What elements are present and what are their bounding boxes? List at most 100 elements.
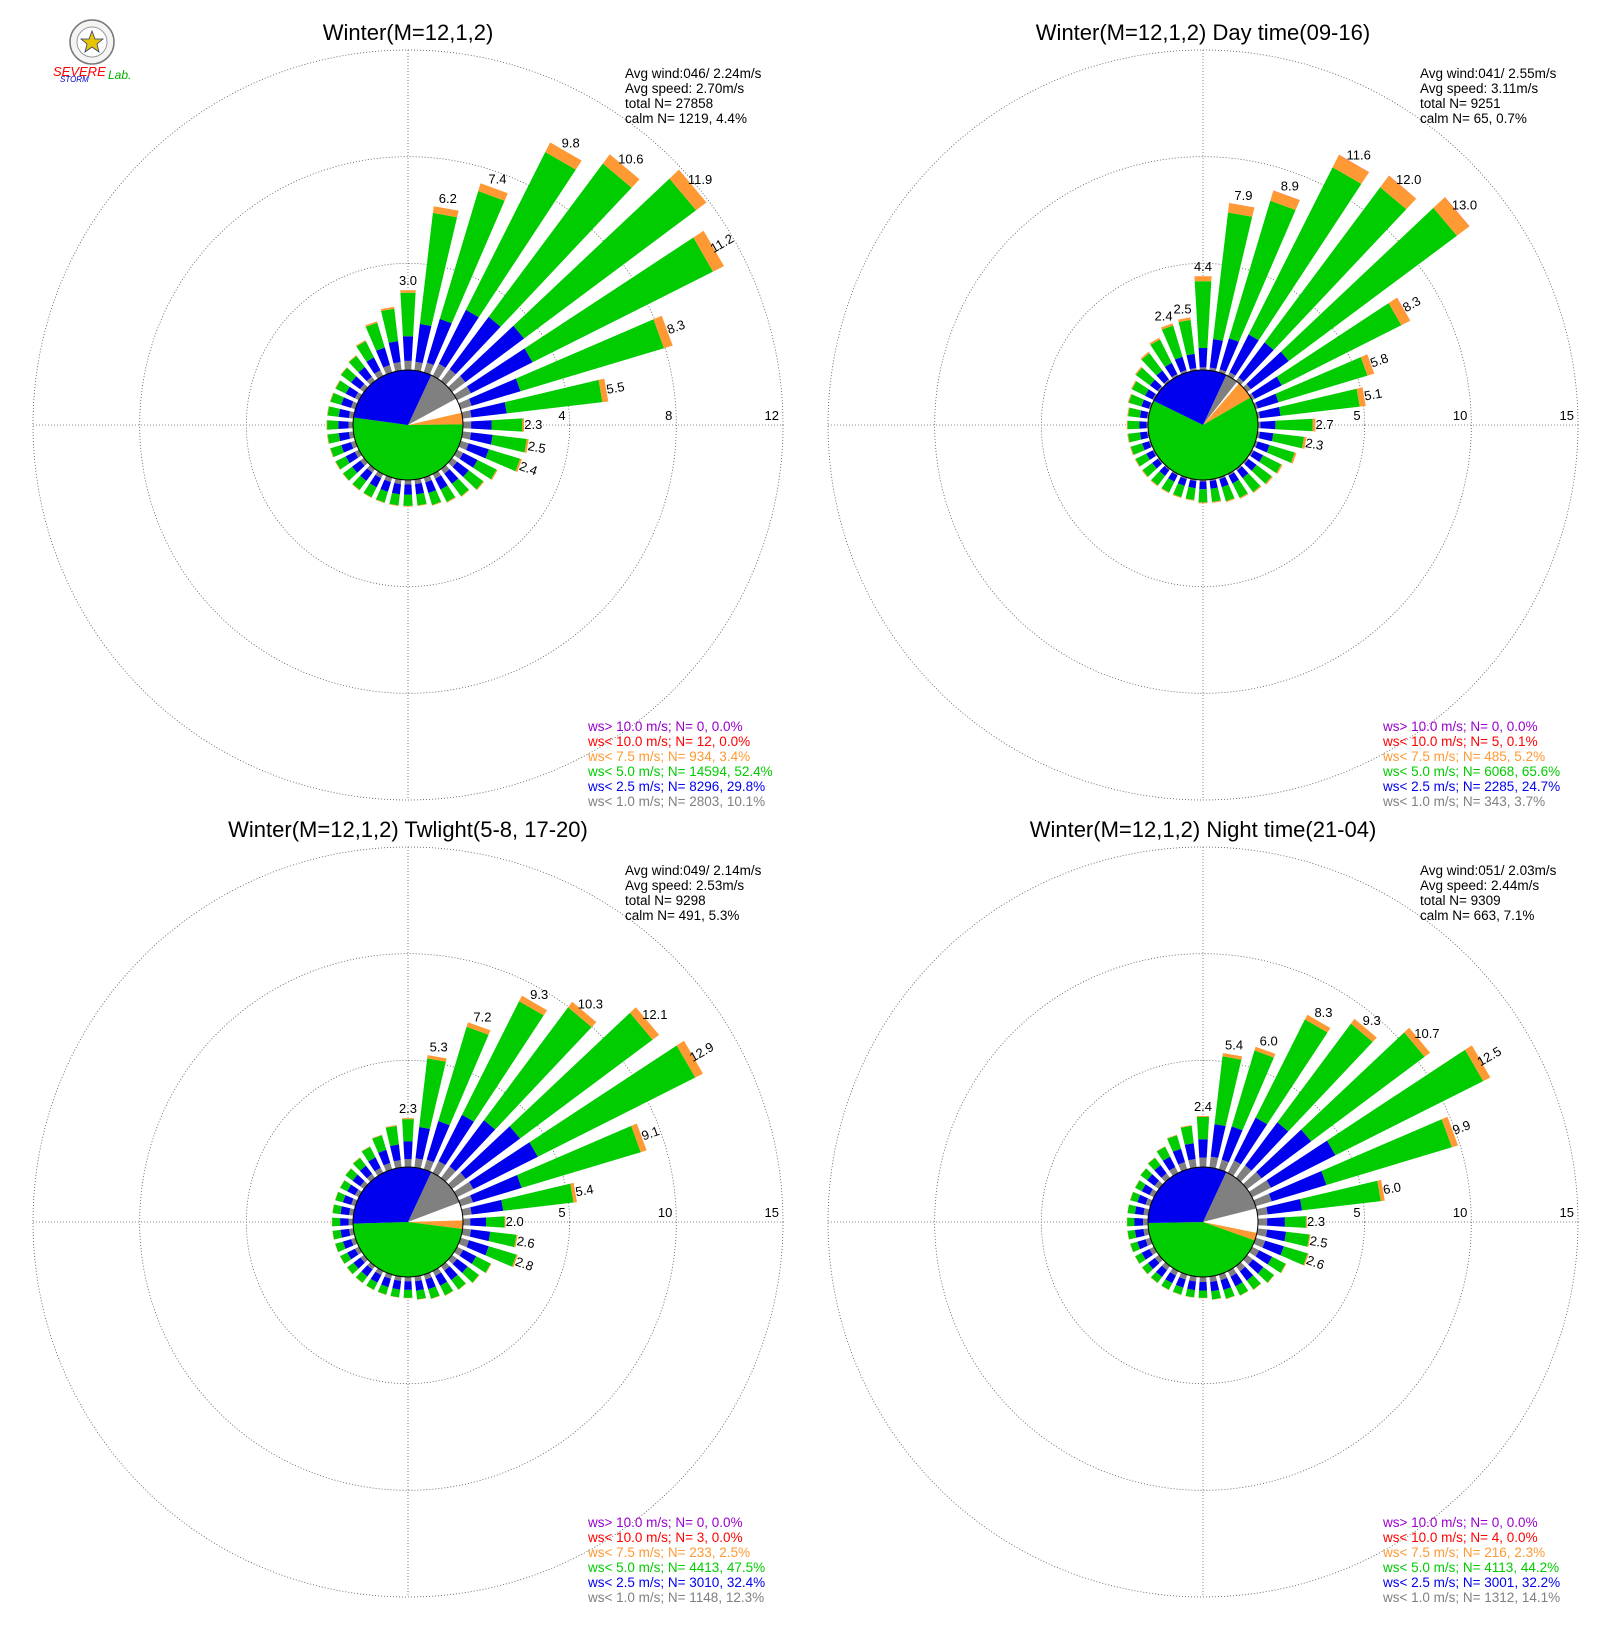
bar-segment: [1327, 1049, 1484, 1156]
direction-bar-60: 11.2: [454, 231, 736, 401]
bar-segment: [1304, 1014, 1331, 1033]
bar-segment: [1174, 356, 1187, 373]
bar-segment: [469, 378, 521, 406]
bar-value-label: 9.8: [562, 135, 580, 150]
direction-bar-340: [365, 321, 393, 375]
speed-class-pie: [1147, 369, 1259, 481]
bar-segment: [340, 1228, 351, 1238]
bar-segment: [1127, 1230, 1137, 1240]
bar-segment: [1248, 1259, 1264, 1274]
bar-segment: [361, 1265, 373, 1277]
bar-value-label: 5.4: [574, 1181, 594, 1199]
bar-value-label: 7.2: [473, 1010, 491, 1025]
bar-value-label: 2.0: [506, 1214, 524, 1229]
logo-text-lab: Lab.: [108, 68, 131, 82]
bar-segment: [347, 1184, 359, 1196]
bar-segment: [354, 449, 362, 458]
bar-segment: [448, 1172, 466, 1190]
bar-segment: [1145, 389, 1156, 400]
bar-segment: [1141, 399, 1152, 409]
direction-bar-220: [355, 1262, 376, 1284]
bar-segment: [466, 1022, 491, 1035]
bar-segment: [463, 470, 484, 490]
bar-segment: [415, 1280, 424, 1291]
bar-segment: [1209, 480, 1218, 489]
bar-segment: [1264, 187, 1407, 350]
direction-bar-240: [1134, 449, 1157, 467]
bar-segment: [1142, 463, 1157, 477]
bar-segment: [570, 1182, 577, 1203]
bar-segment: [1223, 1287, 1235, 1299]
bar-segment: [602, 154, 640, 188]
bar-segment: [1211, 1290, 1221, 1300]
bar-segment: [1127, 433, 1130, 443]
bar-segment: [1126, 420, 1128, 430]
bar-segment: [400, 292, 416, 337]
bar-segment: [1253, 402, 1258, 410]
bar-segment: [1155, 1265, 1168, 1277]
bar-segment: [1235, 1165, 1252, 1182]
bar-segment: [1367, 354, 1375, 374]
stat-line: calm N= 491, 5.3%: [625, 908, 739, 923]
bar-segment: [326, 420, 328, 430]
bar-segment: [335, 456, 350, 470]
bar-segment: [466, 443, 489, 459]
direction-bar-320: [352, 1157, 376, 1182]
pie-orange: [408, 1220, 464, 1229]
direction-bar-100: 2.6: [461, 1228, 536, 1251]
bar-segment: [1127, 1230, 1129, 1240]
bar-segment: [1166, 1134, 1177, 1139]
bar-segment: [346, 1267, 353, 1275]
bar-segment: [465, 152, 576, 318]
bar-segment: [1165, 1272, 1176, 1284]
bar-segment: [381, 308, 399, 343]
bar-segment: [1254, 1046, 1276, 1058]
bar-segment: [1243, 384, 1251, 393]
bar-segment: [1163, 379, 1171, 385]
bar-segment: [1253, 486, 1262, 493]
ring-10: [139, 953, 677, 1491]
direction-bar-110: 2.6: [1253, 1237, 1327, 1273]
direction-bar-80: 5.1: [1256, 386, 1383, 419]
direction-bar-280: [332, 1204, 355, 1216]
bar-value-label: 2.6: [516, 1233, 536, 1251]
bar-segment: [1161, 1279, 1173, 1290]
bar-segment: [1338, 154, 1370, 173]
bar-segment: [1178, 317, 1191, 322]
legend-entry: ws< 1.0 m/s; N= 1148, 12.3%: [587, 1590, 764, 1605]
direction-bar-140: [440, 465, 470, 497]
bar-segment: [345, 451, 359, 464]
bar-segment: [1185, 1296, 1195, 1298]
bar-segment: [1210, 1280, 1220, 1292]
bar-segment: [1249, 393, 1255, 401]
bar-segment: [488, 1231, 517, 1248]
bar-segment: [360, 468, 373, 481]
bar-segment: [1253, 1193, 1272, 1207]
bar-segment: [504, 379, 603, 414]
direction-bar-340: 2.4: [1155, 309, 1188, 375]
direction-bar-340: [371, 1134, 393, 1172]
bar-segment: [440, 1166, 456, 1182]
bar-segment: [414, 478, 422, 485]
bar-value-label: 2.3: [524, 417, 542, 432]
bar-segment: [1230, 1273, 1243, 1287]
bar-segment: [470, 1175, 522, 1203]
bar-segment: [348, 431, 355, 439]
bar-segment: [459, 452, 478, 468]
direction-bar-310: [340, 367, 368, 393]
bar-segment: [1185, 1288, 1195, 1298]
pie-green: [1148, 1222, 1255, 1278]
bar-segment: [338, 408, 350, 418]
bar-segment: [452, 461, 469, 477]
bar-segment: [1220, 1277, 1232, 1290]
bar-segment: [440, 1281, 454, 1296]
bar-segment: [1178, 319, 1195, 356]
bar-segment: [1229, 200, 1296, 342]
direction-bar-110: 2.8: [458, 1237, 536, 1274]
bar-segment: [352, 475, 367, 490]
ring-15: [32, 846, 784, 1598]
bar-segment: [1180, 1125, 1192, 1128]
bar-segment: [340, 1180, 352, 1192]
bar-segment: [367, 465, 376, 473]
